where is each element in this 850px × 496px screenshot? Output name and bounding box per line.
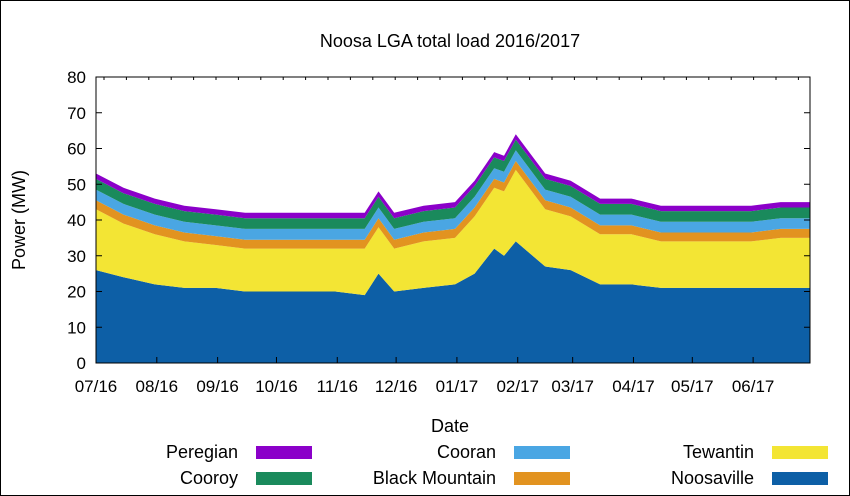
y-tick-label: 20 [67, 283, 86, 302]
x-tick-label: 07/16 [75, 377, 118, 396]
legend-swatch-cooran [514, 446, 570, 459]
area-peregian [96, 134, 810, 219]
area-tewantin [96, 169, 810, 296]
legend-label-noosaville: Noosaville [671, 468, 754, 488]
x-tick-label: 08/16 [136, 377, 179, 396]
x-tick-label: 02/17 [496, 377, 539, 396]
area-cooroy [96, 139, 810, 229]
legend-label-cooroy: Cooroy [180, 468, 238, 488]
y-tick-label: 70 [67, 104, 86, 123]
x-tick-label: 12/16 [375, 377, 418, 396]
y-tick-label: 30 [67, 247, 86, 266]
y-tick-label: 0 [77, 354, 86, 373]
area-noosaville [96, 241, 810, 363]
x-axis-label: Date [431, 416, 469, 436]
chart-title: Noosa LGA total load 2016/2017 [320, 31, 580, 51]
x-tick-label: 06/17 [732, 377, 775, 396]
y-tick-label: 50 [67, 175, 86, 194]
x-tick-label: 03/17 [551, 377, 594, 396]
x-tick-label: 10/16 [255, 377, 298, 396]
legend-swatch-black-mountain [514, 472, 570, 485]
axes-group: 0 10 20 30 40 50 60 70 80 07/16 08/16 09/16 10/16 11/… [67, 68, 811, 396]
area-cooran [96, 150, 810, 240]
area-black-mountain [96, 161, 810, 249]
legend-swatch-tewantin [772, 446, 828, 459]
x-tick-label: 01/17 [436, 377, 479, 396]
area-series-group [96, 134, 810, 363]
legend-label-tewantin: Tewantin [683, 442, 754, 462]
y-tick-label: 10 [67, 318, 86, 337]
x-tick-label: 05/17 [671, 377, 714, 396]
legend-swatch-cooroy [256, 472, 312, 485]
legend-swatch-peregian [256, 446, 312, 459]
y-tick-label: 40 [67, 211, 86, 230]
x-tick-label: 11/16 [317, 377, 358, 396]
y-axis-label: Power (MW) [9, 170, 29, 270]
legend: Peregian Cooran Tewantin Cooroy Black Mounta… [166, 442, 828, 488]
legend-label-peregian: Peregian [166, 442, 238, 462]
legend-swatch-noosaville [772, 472, 828, 485]
y-tick-label: 60 [67, 140, 86, 159]
legend-label-black-mountain: Black Mountain [373, 468, 496, 488]
legend-label-cooran: Cooran [437, 442, 496, 462]
x-tick-label: 04/17 [612, 377, 655, 396]
x-tick-label: 09/16 [196, 377, 239, 396]
y-tick-label: 80 [67, 68, 86, 87]
